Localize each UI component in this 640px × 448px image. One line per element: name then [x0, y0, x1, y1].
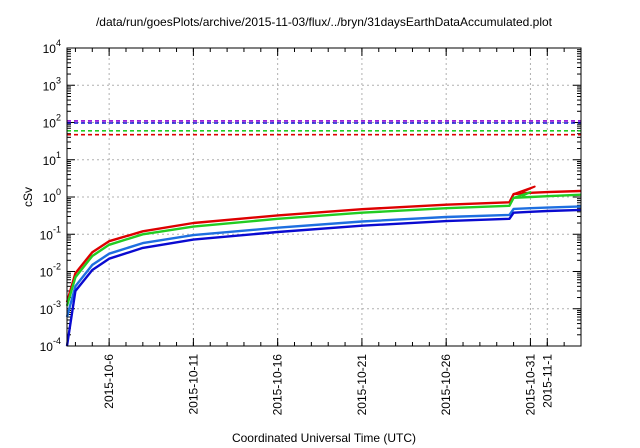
y-axis-label: cSv	[21, 187, 35, 207]
x-tick-label: 2015-11-1	[540, 354, 554, 408]
x-tick-label: 2015-10-31	[523, 354, 537, 416]
y-tick-label: 10-1	[40, 224, 61, 242]
y-tick-label: 104	[43, 38, 61, 56]
y-tick-label: 10-4	[40, 336, 61, 354]
spike-line-2	[513, 191, 532, 199]
y-tick-label: 10-2	[40, 262, 61, 280]
spike-line-1	[513, 185, 536, 196]
series-line-3	[65, 205, 582, 318]
chart-title: /data/run/goesPlots/archive/2015-11-03/f…	[96, 15, 553, 29]
series-line-4	[65, 208, 582, 347]
series-layer	[65, 185, 582, 347]
y-tick-label: 10-3	[40, 299, 61, 317]
y-tick-label: 100	[43, 187, 61, 205]
threshold-layer	[67, 120, 581, 136]
x-axis-label: Coordinated Universal Time (UTC)	[232, 431, 416, 445]
series-line-2	[65, 193, 582, 307]
plot-frame	[66, 47, 582, 347]
x-tick-label: 2015-10-26	[439, 354, 453, 416]
x-tick-label: 2015-10-21	[355, 354, 369, 416]
x-tick-label: 2015-10-6	[102, 354, 116, 409]
y-tick-labels: 10-4 10-3 10-2 10-1 100 101 102 103 104	[40, 38, 61, 354]
x-tick-labels: 2015-10-6 2015-10-11 2015-10-16 2015-10-21 2…	[102, 354, 554, 416]
y-tick-label: 101	[43, 150, 61, 168]
x-tick-label: 2015-10-11	[186, 354, 200, 415]
x-tick-label: 2015-10-16	[271, 354, 285, 416]
y-tick-label: 102	[43, 113, 61, 131]
grid-layer	[67, 47, 581, 347]
y-tick-label: 103	[43, 75, 61, 93]
